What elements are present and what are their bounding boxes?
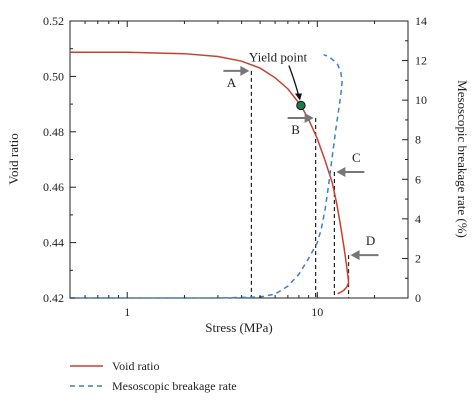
legend-label-breakage-rate: Mesoscopic breakage rate <box>112 379 237 393</box>
x-tick-label: 1 <box>124 305 130 319</box>
tick-layer: 1 10 0.42 0.44 0.46 0.48 0.50 0.52 0 2 4 6 8 10 12 14 <box>43 14 427 319</box>
legend-label-void-ratio: Void ratio <box>112 359 159 373</box>
stage-label-d: D <box>366 233 375 248</box>
y-right-tick-label: 10 <box>415 93 427 107</box>
series-layer <box>70 51 350 299</box>
stage-label-c: C <box>352 150 361 165</box>
x-axis-label: Stress (MPa) <box>205 320 273 335</box>
y-axis-label-right: Mesoscopic breakage rate (%) <box>455 80 470 238</box>
annotation-layer: Yield point A B C D <box>223 49 379 261</box>
y-right-tick-label: 12 <box>415 54 427 68</box>
y-left-tick-label: 0.52 <box>43 14 64 28</box>
y-right-tick-label: 6 <box>415 172 421 186</box>
stage-arrowhead-d <box>350 250 360 261</box>
y-right-tick-label: 14 <box>415 14 427 28</box>
yield-point-arrowhead <box>294 93 302 101</box>
legend: Void ratio Mesoscopic breakage rate <box>70 359 237 393</box>
y-axis-label-left: Void ratio <box>6 133 21 184</box>
y-right-tick-label: 8 <box>415 133 421 147</box>
y-left-tick-label: 0.44 <box>43 236 64 250</box>
y-left-tick-label: 0.46 <box>43 180 64 194</box>
y-left-tick-label: 0.42 <box>43 291 64 305</box>
y-right-tick-label: 4 <box>415 212 421 226</box>
y-left-tick-label: 0.50 <box>43 69 64 83</box>
yield-point-label: Yield point <box>249 49 308 64</box>
x-tick-label: 10 <box>311 305 323 319</box>
stage-label-a: A <box>227 75 237 90</box>
series-breakage-rate-line <box>70 53 343 299</box>
stage-label-b: B <box>291 122 300 137</box>
y-right-tick-label: 0 <box>415 291 421 305</box>
stage-arrowhead-c <box>336 166 346 177</box>
series-void-ratio-line <box>70 51 350 295</box>
stage-arrowhead-a <box>240 65 250 76</box>
yield-point-marker <box>296 100 306 111</box>
y-left-tick-label: 0.48 <box>43 125 64 139</box>
y-right-tick-label: 2 <box>415 251 421 265</box>
stage-arrowhead-b <box>304 112 314 123</box>
